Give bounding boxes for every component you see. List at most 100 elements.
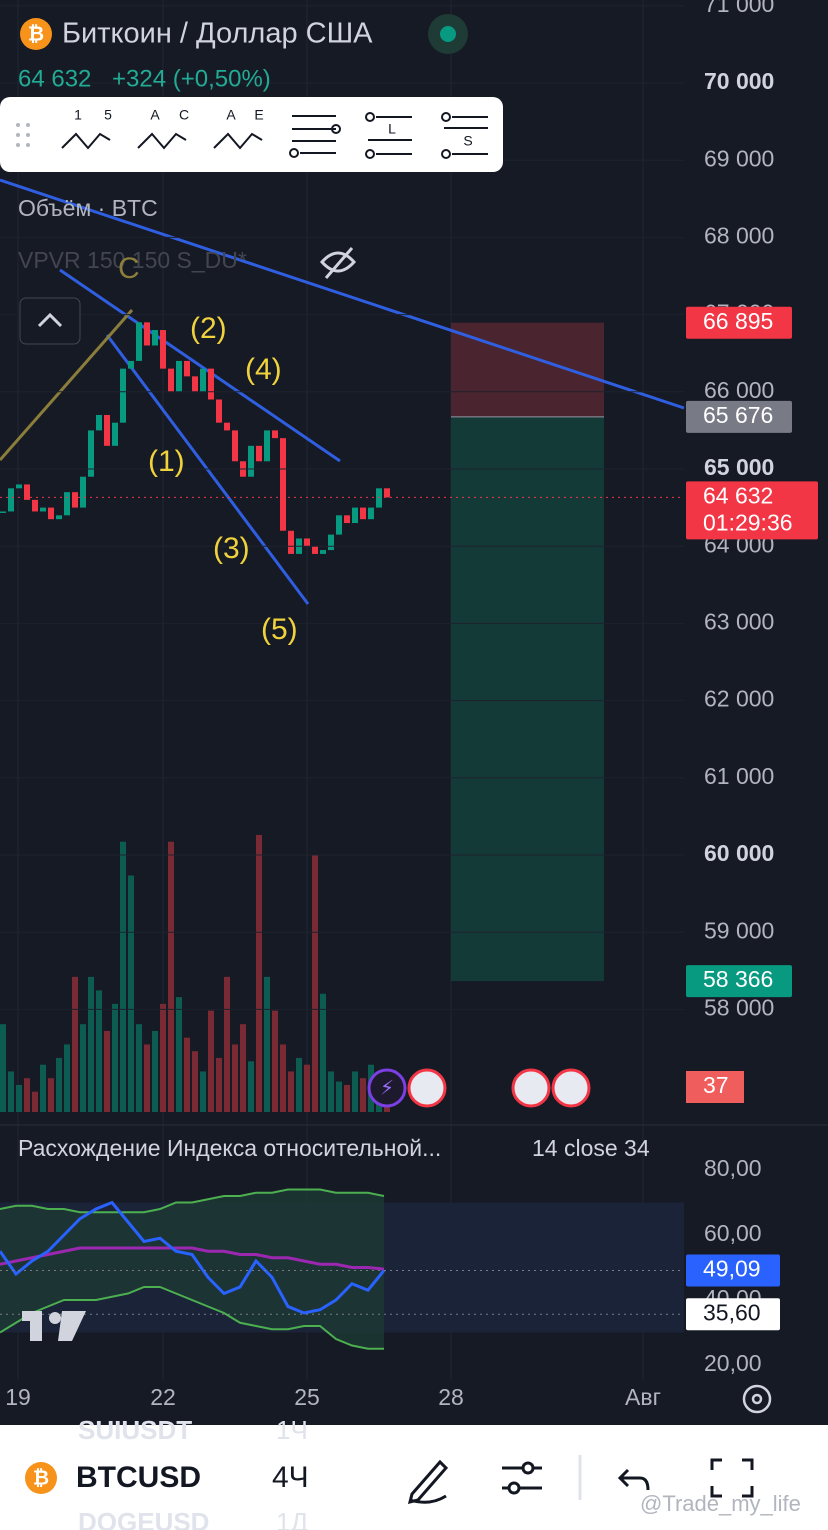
price-tick-label: 59 000 xyxy=(704,917,774,943)
rsi-upper xyxy=(0,1188,385,1214)
volume-tag xyxy=(686,1071,744,1103)
price-tag-label: 58 366 xyxy=(703,966,773,992)
toolbar-label: 1 xyxy=(74,107,82,123)
volume-bar xyxy=(288,1071,294,1112)
price-tick-label: 63 000 xyxy=(704,608,774,634)
price-tick-label: 62 000 xyxy=(704,686,774,712)
x-tick-label: 28 xyxy=(438,1384,464,1410)
price-tick-label: 65 000 xyxy=(704,454,774,480)
bottom-icons xyxy=(407,1455,754,1505)
volume-bar xyxy=(272,1010,278,1112)
candle xyxy=(8,488,14,512)
hide-icon[interactable] xyxy=(319,247,357,279)
fullscreen-button[interactable] xyxy=(710,1458,754,1498)
candle xyxy=(96,414,102,431)
bottom-bar xyxy=(0,1425,828,1530)
volume-bar xyxy=(328,1071,334,1112)
price-tick-label: 58 000 xyxy=(704,994,774,1020)
rsi-tick-label: 80,00 xyxy=(704,1155,762,1181)
position-layer xyxy=(451,322,604,982)
volume-bar xyxy=(88,976,94,1112)
volume-layer xyxy=(0,834,390,1112)
candle xyxy=(120,368,126,423)
wave-label: (1) xyxy=(148,445,185,478)
event-icon[interactable] xyxy=(551,1068,591,1108)
price-tick-label: 66 000 xyxy=(704,377,774,403)
event-icons: ⚡ xyxy=(367,1068,591,1108)
volume-bar xyxy=(224,976,230,1112)
candle xyxy=(144,322,150,346)
volume-bar xyxy=(64,1044,70,1112)
candle xyxy=(344,515,350,524)
toolbar-icons xyxy=(61,112,488,159)
volume-bar xyxy=(264,976,270,1112)
volume-bar xyxy=(0,1024,6,1112)
price-tick-label: 68 000 xyxy=(704,222,774,248)
wave-labels: C (1) (2) (3) (4) (5) xyxy=(118,252,298,646)
volume-bar xyxy=(48,1078,54,1112)
x-tick-label: 19 xyxy=(5,1384,31,1410)
toolbar-label: E xyxy=(254,107,263,123)
volume-bar xyxy=(256,834,262,1112)
candle xyxy=(360,507,366,520)
candle xyxy=(200,368,206,392)
volume-bar xyxy=(32,1091,38,1112)
volume-bar xyxy=(152,1030,158,1112)
x-tick-label: 22 xyxy=(150,1384,176,1410)
settings-icon[interactable] xyxy=(742,1384,772,1414)
volume-bar xyxy=(112,1003,118,1112)
volume-bar xyxy=(96,990,102,1112)
candle xyxy=(312,546,318,554)
candle xyxy=(384,488,390,498)
btc-icon xyxy=(20,18,52,50)
volume-bar xyxy=(296,1057,302,1112)
event-icon[interactable] xyxy=(367,1068,407,1108)
volume-bar xyxy=(184,1037,190,1112)
volume-bar xyxy=(232,1044,238,1112)
last-price: 64 632 xyxy=(18,65,91,92)
event-icon[interactable] xyxy=(511,1068,551,1108)
interval-button[interactable]: 4Ч xyxy=(272,1461,309,1494)
candle xyxy=(152,330,158,346)
price-tick-label: 61 000 xyxy=(704,763,774,789)
price-tag-label: 66 895 xyxy=(703,308,773,334)
wave-label: (3) xyxy=(213,532,250,565)
collapse-button[interactable] xyxy=(19,297,81,345)
price-tick-label: 71 000 xyxy=(704,0,774,17)
wave-label: (5) xyxy=(261,613,298,646)
rsi-tag-label: 49,09 xyxy=(703,1256,761,1282)
volume-bar xyxy=(280,1044,286,1112)
price-change: +324 (+0,50%) xyxy=(112,65,271,92)
candle xyxy=(216,399,222,423)
toolbar-label: C xyxy=(179,107,189,123)
price-tag xyxy=(686,965,792,998)
ghost-interval: 1Ч xyxy=(276,1415,308,1445)
candle xyxy=(112,422,118,446)
wave-label: (4) xyxy=(245,353,282,386)
ghost-symbol: DOGEUSD xyxy=(78,1507,209,1530)
volume-bar xyxy=(8,1071,14,1112)
candle xyxy=(128,360,134,369)
volume-bar xyxy=(168,841,174,1112)
undo-button[interactable] xyxy=(617,1468,650,1491)
volume-bar xyxy=(320,993,326,1112)
volume-tag-label: 37 xyxy=(703,1072,729,1098)
candle xyxy=(368,507,374,520)
candle xyxy=(176,360,182,392)
volume-bar xyxy=(312,855,318,1112)
candle xyxy=(336,515,342,535)
price-tag-label: 65 676 xyxy=(703,402,773,428)
watermark: @Trade_my_life xyxy=(640,1491,801,1516)
candle xyxy=(208,368,214,400)
candle xyxy=(64,492,70,516)
candle xyxy=(376,488,382,508)
event-icon[interactable] xyxy=(407,1068,447,1108)
candle xyxy=(136,322,142,361)
candle xyxy=(184,360,190,377)
price-tick-label: 60 000 xyxy=(704,840,774,866)
volume-bar xyxy=(352,1071,358,1112)
symbol-button[interactable]: BTCUSD xyxy=(76,1461,201,1494)
rsi-tick-label: 20,00 xyxy=(704,1350,762,1376)
